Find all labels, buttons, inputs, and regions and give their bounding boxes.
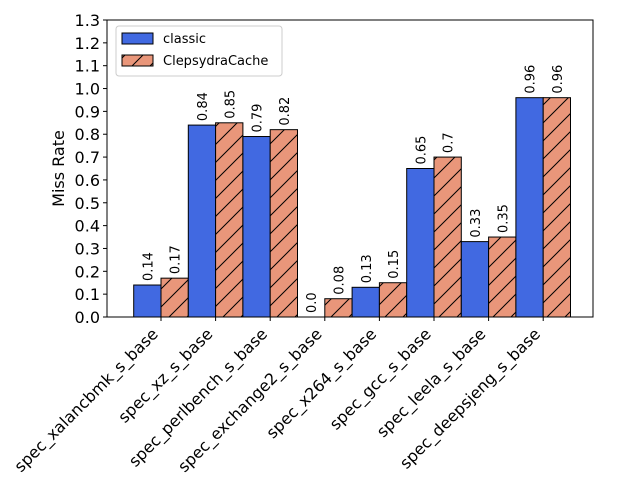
legend-swatch-clepsydracache: [121, 54, 154, 67]
x-tick-label-spec-gcc-s-base: spec_gcc_s_base: [326, 324, 436, 434]
data-label-clepsydracache-spec-perlbench-s-base: 0.82: [278, 97, 293, 126]
y-tick-label: 1.2: [75, 34, 100, 53]
bar-classic-spec-xalancbmk-s-base: [133, 284, 162, 318]
bar-clepsydracache-spec-xalancbmk-s-base: [160, 277, 189, 318]
legend-box: [115, 25, 283, 77]
bar-clepsydracache-spec-exchange2-s-base: [324, 298, 353, 318]
y-tick-label: 0.8: [75, 125, 100, 144]
data-label-classic-spec-x264-s-base: 0.13: [360, 254, 375, 283]
bar-clepsydracache-spec-gcc-s-base: [433, 156, 462, 318]
data-label-clepsydracache-spec-x264-s-base: 0.15: [387, 250, 402, 279]
y-tick-label: 1.1: [75, 57, 100, 76]
y-axis: 0.0 0.1 0.2 0.3 0.4 0.5 0.6 0.7 0.8 0.9 1.0 1.1 1.2 1…: [75, 11, 107, 327]
bar-classic-spec-deepsjeng-s-base: [515, 97, 544, 318]
bar-classic-spec-perlbench-s-base: [242, 136, 271, 318]
y-tick-label: 0.1: [75, 285, 100, 304]
data-label-classic-spec-leela-s-base: 0.33: [469, 209, 484, 238]
bar-clepsydracache-spec-xz-s-base: [215, 122, 244, 318]
y-tick-label: 0.9: [75, 102, 100, 121]
bar-clepsydracache-spec-perlbench-s-base: [269, 129, 299, 318]
y-tick-label: 0.6: [75, 171, 100, 190]
y-tick-label: 0.3: [75, 239, 100, 258]
y-tick-label: 0.4: [75, 217, 100, 236]
data-label-classic-spec-perlbench-s-base: 0.79: [251, 104, 266, 133]
x-axis: spec_xalancbmk_s_basespec_xz_s_basespec_…: [10, 317, 545, 477]
y-tick-label: 0.5: [75, 194, 100, 213]
data-label-classic-spec-exchange2-s-base: 0.0: [305, 292, 320, 313]
data-label-classic-spec-deepsjeng-s-base: 0.96: [524, 65, 539, 94]
bar-classic-spec-gcc-s-base: [406, 168, 435, 318]
bar-classic-spec-xz-s-base: [187, 124, 217, 318]
bar-classic-spec-leela-s-base: [460, 241, 490, 318]
legend-label-clepsydracache: ClepsydraCache: [163, 54, 268, 69]
bar-clepsydracache-spec-deepsjeng-s-base: [542, 97, 572, 318]
y-tick-label: 1.3: [75, 11, 100, 30]
data-label-classic-spec-gcc-s-base: 0.65: [414, 136, 429, 165]
bar-clepsydracache-spec-x264-s-base: [378, 282, 408, 318]
data-label-clepsydracache-spec-gcc-s-base: 0.7: [442, 132, 457, 153]
legend: classic ClepsydraCache: [115, 25, 283, 77]
data-label-clepsydracache-spec-deepsjeng-s-base: 0.96: [551, 65, 566, 94]
y-tick-label: 0.0: [75, 308, 100, 327]
legend-label-classic: classic: [163, 32, 206, 47]
y-tick-label: 0.2: [75, 262, 100, 281]
data-label-clepsydracache-spec-exchange2-s-base: 0.08: [332, 266, 347, 295]
bar-clepsydracache-spec-leela-s-base: [488, 236, 517, 318]
plot-frame: [106, 19, 594, 318]
y-axis-label: Miss Rate: [49, 130, 68, 207]
data-label-classic-spec-xz-s-base: 0.84: [196, 92, 211, 121]
bar-labels-layer: 0.14 0.17 0.84 0.85 0.79 0.82 0.0 0.08 0.13 0.15 0…: [141, 65, 565, 313]
data-label-clepsydracache-spec-xalancbmk-s-base: 0.17: [169, 245, 184, 274]
data-label-classic-spec-xalancbmk-s-base: 0.14: [141, 252, 156, 281]
legend-swatch-classic: [121, 32, 154, 45]
data-label-clepsydracache-spec-xz-s-base: 0.85: [223, 90, 238, 119]
x-tick-label-spec-xz-s-base: spec_xz_s_base: [114, 324, 217, 427]
bars-layer: [133, 97, 572, 318]
y-tick-label: 0.7: [75, 148, 100, 167]
y-tick-label: 1.0: [75, 80, 100, 99]
data-label-clepsydracache-spec-leela-s-base: 0.35: [496, 204, 511, 233]
bar-classic-spec-x264-s-base: [351, 286, 380, 318]
